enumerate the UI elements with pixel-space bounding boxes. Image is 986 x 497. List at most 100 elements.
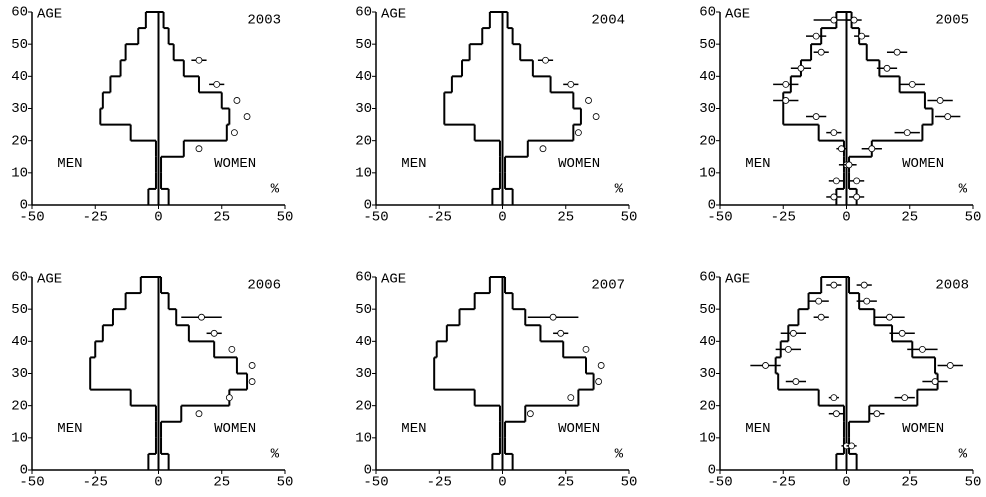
y-tick-label: 20: [699, 133, 716, 149]
point: [230, 129, 238, 137]
point: [575, 129, 582, 137]
y-tick-label: 0: [708, 198, 716, 214]
x-tick-label: -25: [771, 210, 796, 226]
axis-label: AGE: [37, 7, 62, 23]
y-tick-label: 50: [355, 302, 372, 318]
axis-label: AGE: [725, 7, 750, 23]
y-tick-label: 60: [355, 5, 372, 21]
point: [210, 329, 218, 337]
legend-label: WOMEN: [214, 156, 256, 172]
point: [762, 362, 769, 369]
point: [853, 177, 861, 185]
point: [830, 129, 838, 137]
point: [812, 113, 820, 120]
x-tick-label: 0: [842, 475, 850, 491]
point: [225, 394, 233, 402]
point: [830, 281, 838, 289]
point: [893, 48, 901, 56]
legend-label: MEN: [401, 156, 426, 172]
y-tick-label: 10: [355, 166, 372, 182]
y-tick-label: 50: [11, 302, 28, 318]
legend-label: WOMEN: [902, 421, 944, 437]
y-tick-label: 0: [364, 463, 372, 479]
point: [838, 145, 845, 153]
unit-label: %: [271, 182, 280, 198]
legend-label: MEN: [57, 421, 82, 437]
point: [782, 97, 790, 104]
point: [883, 64, 891, 72]
point: [195, 410, 203, 418]
x-tick-label: 25: [557, 475, 574, 491]
point: [585, 97, 592, 104]
unit-label: %: [271, 447, 280, 463]
point: [850, 16, 858, 24]
x-tick-label: -50: [19, 475, 44, 491]
point: [195, 145, 203, 153]
x-tick-label: 50: [277, 210, 294, 226]
y-tick-label: 60: [699, 5, 716, 21]
point: [832, 177, 840, 185]
point: [908, 80, 916, 88]
y-tick-label: 60: [11, 270, 28, 286]
point: [233, 97, 241, 104]
point: [782, 80, 790, 88]
x-tick-label: 0: [154, 475, 162, 491]
panel-title: 2004: [591, 13, 625, 29]
point: [944, 113, 952, 120]
point: [549, 313, 557, 321]
point: [817, 313, 825, 321]
point: [860, 281, 868, 289]
y-tick-label: 60: [11, 5, 28, 21]
legend-label: MEN: [57, 156, 82, 172]
point: [792, 378, 800, 385]
panel-title: 2006: [247, 278, 281, 294]
legend-label: MEN: [401, 421, 426, 437]
x-tick-label: -50: [363, 210, 388, 226]
y-tick-label: 20: [355, 133, 372, 149]
x-tick-label: -50: [19, 210, 44, 226]
y-tick-label: 10: [699, 431, 716, 447]
point: [919, 345, 926, 353]
point: [853, 193, 861, 201]
y-tick-label: 30: [11, 366, 28, 382]
point: [557, 329, 565, 337]
legend-label: WOMEN: [558, 156, 600, 172]
unit-label: %: [615, 447, 624, 463]
point: [886, 313, 893, 321]
point: [931, 378, 939, 385]
y-tick-label: 40: [699, 334, 716, 350]
point: [542, 56, 549, 64]
x-tick-label: -25: [83, 210, 108, 226]
legend-label: WOMEN: [902, 156, 944, 172]
point: [595, 378, 603, 385]
unit-label: %: [959, 447, 968, 463]
point: [248, 378, 256, 385]
x-tick-label: -25: [771, 475, 796, 491]
x-tick-label: 25: [901, 475, 918, 491]
y-tick-label: 30: [11, 101, 28, 117]
panel-title: 2005: [935, 13, 969, 29]
panel-title: 2008: [935, 278, 969, 294]
point: [830, 16, 838, 24]
point: [830, 193, 838, 201]
x-tick-label: -50: [363, 475, 388, 491]
point: [858, 32, 866, 40]
x-tick-label: 0: [842, 210, 850, 226]
y-tick-label: 30: [699, 101, 716, 117]
point: [848, 442, 855, 450]
point: [845, 161, 853, 169]
x-tick-label: 50: [277, 475, 294, 491]
x-tick-label: 25: [901, 210, 918, 226]
point: [898, 329, 906, 337]
legend-label: WOMEN: [558, 421, 600, 437]
y-tick-label: 0: [364, 198, 372, 214]
point: [936, 97, 944, 104]
unit-label: %: [959, 182, 968, 198]
y-tick-label: 10: [699, 166, 716, 182]
point: [901, 394, 909, 402]
axis-label: AGE: [725, 272, 750, 288]
y-tick-label: 50: [355, 37, 372, 53]
y-tick-label: 50: [699, 302, 716, 318]
point: [567, 80, 575, 88]
